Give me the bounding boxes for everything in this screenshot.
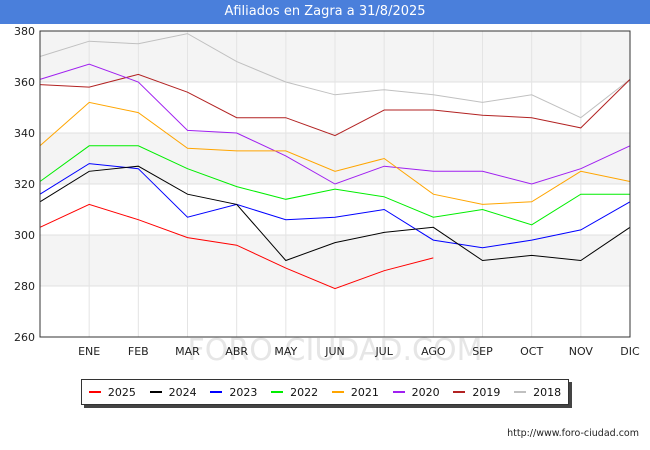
series-line-2018 [39, 33, 631, 119]
series-line-2024 [39, 165, 631, 262]
legend-label: 2024 [168, 385, 197, 399]
y-tick-label: 300 [14, 229, 35, 242]
legend-swatch [149, 391, 162, 393]
legend-item-2025: 2025 [88, 385, 136, 399]
watermark: FORO-CIUDAD.COM [188, 333, 483, 368]
legend: 2025 2024 2023 2022 2021 2020 2019 2018 [81, 379, 569, 405]
y-axis-ticks: 260 280 300 320 340 360 380 [14, 25, 35, 344]
legend-label: 2025 [107, 385, 136, 399]
series-line-2021 [39, 101, 631, 205]
x-tick-label: JUN [324, 345, 345, 358]
x-tick-label: AGO [421, 345, 446, 358]
legend-label: 2023 [229, 385, 258, 399]
series-line-2025 [39, 203, 434, 290]
plot-frame [39, 30, 631, 338]
x-tick-label: MAR [175, 345, 200, 358]
x-tick-label: NOV [569, 345, 594, 358]
chart-title: Afiliados en Zagra a 31/8/2025 [0, 0, 650, 24]
legend-item-2018: 2018 [514, 386, 561, 399]
y-tick-label: 280 [14, 280, 35, 293]
legend-item-2024: 2024 [149, 385, 197, 399]
legend-label: 2021 [350, 385, 379, 399]
series-line-2019 [39, 73, 631, 137]
legend-swatch [210, 391, 223, 393]
x-tick-label: DIC [620, 345, 640, 358]
legend-label: 2022 [290, 385, 319, 399]
legend-swatch [514, 391, 527, 393]
series-line-2020 [39, 63, 631, 185]
series-lines [39, 33, 631, 290]
x-tick-label: MAY [274, 345, 297, 358]
x-tick-label: OCT [520, 345, 543, 358]
legend-swatch [453, 391, 466, 393]
y-tick-label: 380 [14, 25, 35, 38]
legend-swatch [331, 391, 344, 393]
x-tick-label: ENE [78, 345, 100, 358]
series-line-2023 [39, 163, 631, 249]
legend-item-2021: 2021 [331, 385, 379, 399]
x-axis-ticks: ENE FEB MAR ABR MAY JUN JUL AGO SEP OCT NOV DIC [78, 345, 640, 358]
y-tick-label: 340 [14, 127, 35, 140]
y-tick-label: 260 [14, 331, 35, 344]
legend-swatch [88, 391, 101, 393]
legend-item-2020: 2020 [392, 385, 440, 399]
y-tick-label: 320 [14, 178, 35, 191]
legend-label: 2019 [472, 385, 501, 399]
x-tick-label: ABR [225, 345, 248, 358]
legend-label: 2020 [411, 385, 440, 399]
legend-swatch [392, 391, 405, 393]
legend-item-2019: 2019 [453, 386, 500, 399]
y-tick-label: 360 [14, 76, 35, 89]
legend-swatch [271, 391, 284, 393]
legend-item-2023: 2023 [210, 386, 257, 399]
source-link[interactable]: http://www.foro-ciudad.com [507, 428, 639, 439]
x-tick-label: JUL [374, 345, 393, 358]
legend-item-2022: 2022 [271, 386, 318, 399]
series-line-2022 [39, 145, 630, 226]
x-tick-label: FEB [128, 345, 149, 358]
legend-label: 2018 [533, 385, 562, 399]
x-tick-label: SEP [472, 345, 493, 358]
